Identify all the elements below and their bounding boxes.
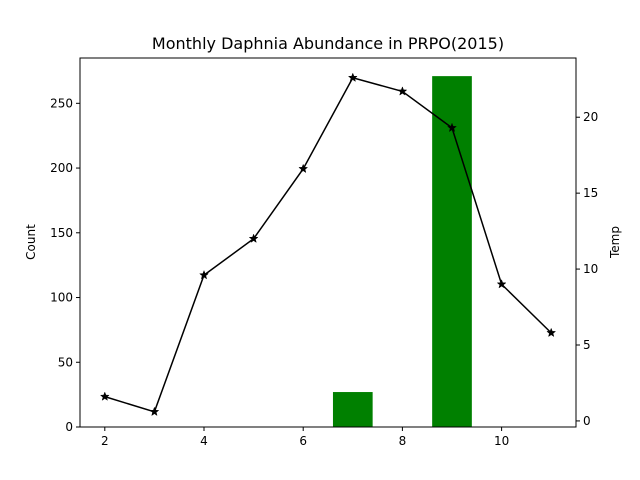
temp-point-5 [248, 233, 259, 243]
x-axis: 2 4 6 8 10 [101, 427, 509, 448]
x-tick-label: 4 [200, 434, 208, 448]
y-tick-label: 0 [65, 420, 73, 434]
y-axis-left: 0 50 100 150 200 250 [50, 96, 80, 434]
bar-7 [332, 392, 373, 427]
temp-point-9 [447, 122, 457, 133]
y2-tick-label: 0 [583, 414, 591, 428]
y-tick-label: 50 [58, 355, 73, 369]
y2-tick-label: 15 [583, 186, 598, 200]
temp-point-8 [397, 86, 408, 96]
bar-9 [432, 76, 472, 427]
x-tick-label: 2 [101, 434, 109, 448]
y-tick-label: 200 [50, 161, 73, 175]
temp-point-10 [496, 279, 507, 289]
temp-point-6 [298, 163, 309, 174]
y-tick-label: 100 [50, 291, 73, 305]
y2-tick-label: 20 [583, 110, 598, 124]
bar-series [332, 76, 472, 427]
temp-point-7 [347, 72, 358, 82]
temp-line-series [99, 72, 557, 417]
temp-point-3 [149, 406, 160, 417]
y-tick-label: 250 [50, 96, 73, 110]
y2-tick-label: 5 [583, 338, 591, 352]
x-tick-label: 10 [494, 434, 509, 448]
temp-point-2 [99, 391, 110, 401]
temp-line [104, 76, 552, 413]
y2-tick-label: 10 [583, 262, 598, 276]
y2-axis-label: Temp [608, 226, 622, 259]
chart-title: Monthly Daphnia Abundance in PRPO(2015) [152, 34, 504, 53]
x-tick-label: 6 [299, 434, 307, 448]
y-tick-label: 150 [50, 226, 73, 240]
temp-point-11 [546, 327, 557, 338]
x-tick-label: 8 [399, 434, 407, 448]
temp-point-4 [199, 269, 209, 280]
plot-frame [79, 57, 577, 428]
y-axis-label: Count [24, 224, 38, 260]
y-axis-right: 0 5 10 15 20 [576, 110, 598, 428]
